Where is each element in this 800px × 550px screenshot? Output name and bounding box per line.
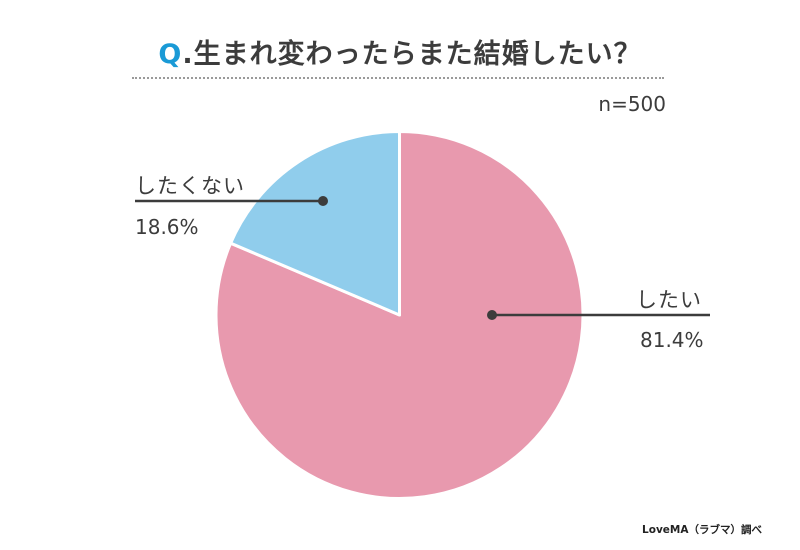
- question-text: .生まれ変わったらまた結婚したい？: [182, 39, 642, 70]
- callout-dot-no: [318, 196, 328, 206]
- pie-slice-no: [229, 130, 401, 317]
- source-credit: LoveMA（ラブマ）調べ: [642, 524, 762, 536]
- label-no: したくない: [135, 174, 245, 198]
- label-yes: したい: [636, 288, 702, 312]
- sample-size: n=500: [598, 92, 666, 116]
- percent-yes: 81.4%: [640, 328, 704, 352]
- question-prefix: Q: [158, 39, 183, 70]
- title-divider: [132, 77, 664, 79]
- callout-dot-yes: [487, 310, 497, 320]
- chart-title: Q.生まれ変わったらまた結婚したい？: [0, 32, 800, 71]
- percent-no: 18.6%: [135, 215, 199, 239]
